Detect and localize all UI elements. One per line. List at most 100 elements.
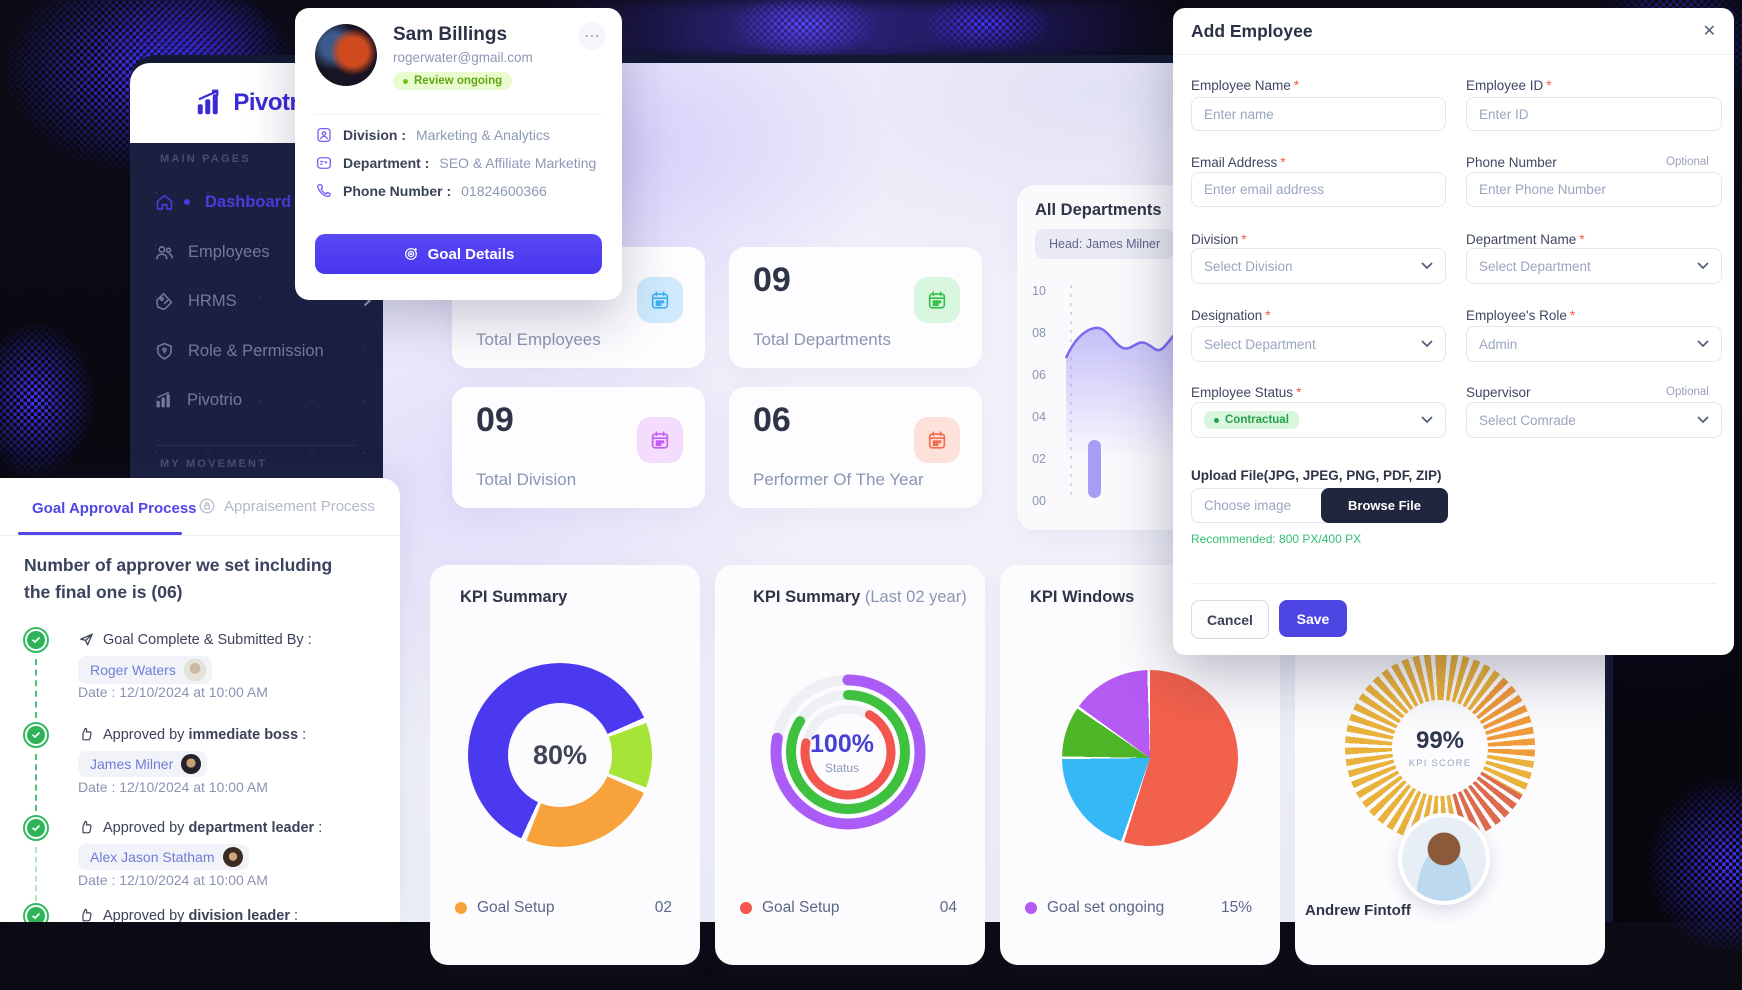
stat-card-total-division: 09 Total Division bbox=[452, 387, 705, 508]
approver-name: James Milner bbox=[90, 756, 174, 772]
close-icon[interactable]: ✕ bbox=[1702, 23, 1716, 40]
step-title: Approved by department leader : bbox=[78, 819, 322, 836]
step-title: Goal Complete & Submitted By : bbox=[78, 631, 312, 648]
save-button[interactable]: Save bbox=[1279, 600, 1347, 637]
kpi-title: KPI Summary bbox=[753, 588, 861, 606]
active-tab-underline bbox=[18, 532, 182, 535]
sidebar-item-hrms[interactable]: HRMS bbox=[154, 281, 373, 321]
sidebar-divider bbox=[156, 445, 357, 446]
tab-goal-approval[interactable]: Goal Approval Process bbox=[32, 500, 197, 517]
people-icon bbox=[156, 245, 173, 259]
step-check-icon bbox=[23, 627, 49, 653]
kpi-legend: Goal set ongoing 15% bbox=[1025, 897, 1252, 919]
sidebar-item-label: Pivotrio bbox=[187, 390, 243, 409]
performer-avatar bbox=[1398, 813, 1490, 905]
goal-approval-panel: Goal Approval Process Appraisement Proce… bbox=[0, 478, 400, 922]
stat-value: 06 bbox=[753, 401, 791, 439]
approver-avatar bbox=[222, 847, 243, 867]
legend-dot bbox=[1025, 902, 1037, 914]
stat-value: 09 bbox=[476, 401, 514, 439]
optional-tag: Optional bbox=[1666, 156, 1709, 168]
approver-name: Alex Jason Statham bbox=[90, 849, 215, 865]
approver-avatar bbox=[183, 659, 206, 681]
employee-id-input[interactable]: Enter ID bbox=[1466, 97, 1722, 131]
stat-label: Total Division bbox=[476, 470, 577, 489]
sidebar-item-dashboard[interactable]: Dashboard bbox=[154, 182, 373, 222]
approver-chip: Roger Waters bbox=[78, 656, 212, 684]
performer-name: Andrew Fintoff bbox=[1305, 902, 1411, 919]
profile-row-division: Division : Marketing & Analytics bbox=[315, 126, 550, 144]
kpi-center-value: 80% bbox=[532, 739, 588, 770]
email-input[interactable]: Enter email address bbox=[1191, 172, 1446, 207]
add-employee-modal: Add Employee ✕ Employee Name * Enter name… bbox=[1173, 8, 1734, 655]
kpi-donut-chart: 80% bbox=[468, 663, 652, 847]
sidebar-item-label: Dashboard bbox=[205, 192, 292, 211]
calendar-icon bbox=[637, 277, 683, 323]
sidebar-item-label: HRMS bbox=[188, 291, 237, 310]
field-label-supervisor: Supervisor bbox=[1466, 385, 1531, 400]
employee-name-input[interactable]: Enter name bbox=[1191, 97, 1446, 131]
sidebar-item-pivotrio[interactable]: Pivotrio bbox=[154, 380, 373, 420]
step-date: Date : 12/10/2024 at 10:00 AM bbox=[78, 872, 268, 888]
cancel-button[interactable]: Cancel bbox=[1191, 600, 1269, 639]
status-dot bbox=[1214, 417, 1219, 423]
calendar-icon bbox=[914, 277, 960, 323]
approver-name: Roger Waters bbox=[90, 662, 176, 678]
goal-details-button[interactable]: Goal Details bbox=[315, 234, 602, 274]
approver-avatar bbox=[181, 754, 202, 774]
recommended-size-note: Recommended: 800 PX/400 PX bbox=[1191, 532, 1362, 546]
field-label-designation: Designation * bbox=[1191, 308, 1271, 323]
chevron-down-icon bbox=[1697, 262, 1709, 270]
role-select[interactable]: Admin bbox=[1466, 326, 1722, 362]
field-label-email: Email Address * bbox=[1191, 155, 1286, 170]
legend-value: 04 bbox=[939, 899, 957, 916]
noise-blob bbox=[0, 290, 120, 510]
department-select[interactable]: Select Department bbox=[1466, 248, 1722, 284]
kpi-rings-chart bbox=[770, 674, 926, 830]
sidebar-section-main-pages: MAIN PAGES bbox=[160, 153, 251, 165]
profile-row-phone: Phone Number : 01824600366 bbox=[315, 182, 547, 200]
chart-scrubber[interactable] bbox=[1088, 440, 1101, 498]
y-tick: 04 bbox=[1032, 410, 1046, 424]
field-label-employee-id: Employee ID * bbox=[1466, 78, 1552, 93]
legend-value: 02 bbox=[654, 899, 672, 916]
target-icon bbox=[404, 248, 417, 260]
pivotrio-logo-icon bbox=[198, 89, 219, 115]
review-status-badge: Review ongoing bbox=[393, 72, 513, 90]
kpi-center-value: 99% bbox=[1415, 727, 1465, 754]
field-label-role: Employee's Role * bbox=[1466, 308, 1576, 323]
sidebar-item-employees[interactable]: Employees bbox=[154, 232, 373, 272]
tab-appraisement[interactable]: Appraisement Process bbox=[198, 497, 375, 515]
chevron-down-icon bbox=[1421, 416, 1433, 424]
kpi-center-sublabel: Status bbox=[824, 761, 860, 775]
phone-input[interactable]: Enter Phone Number bbox=[1466, 172, 1722, 207]
department-head-chip[interactable]: Head: James Milner bbox=[1035, 229, 1175, 259]
legend-label: Goal set ongoing bbox=[1047, 899, 1165, 916]
step-title: Approved by immediate boss : bbox=[78, 726, 306, 743]
kpi-subtitle: (Last 02 year) bbox=[864, 588, 967, 606]
stat-label: Performer Of The Year bbox=[753, 470, 924, 489]
division-select[interactable]: Select Division bbox=[1191, 248, 1446, 284]
kpi-pie-chart bbox=[1062, 670, 1238, 846]
sidebar-item-role-permission[interactable]: Role & Permission bbox=[154, 331, 373, 371]
browse-file-button[interactable]: Browse File bbox=[1321, 488, 1448, 523]
noise-blob bbox=[890, 0, 1080, 64]
step-check-icon bbox=[23, 903, 49, 922]
more-menu-button[interactable]: ⋯ bbox=[578, 22, 606, 50]
divider bbox=[315, 114, 602, 115]
y-tick: 08 bbox=[1032, 326, 1046, 340]
status-select[interactable]: Contractual bbox=[1191, 402, 1446, 438]
kpi-summary-card: KPI Summary 80% Goal Setup 02 bbox=[430, 565, 700, 965]
y-tick: 00 bbox=[1032, 494, 1046, 508]
supervisor-select[interactable]: Select Comrade bbox=[1466, 402, 1722, 438]
designation-select[interactable]: Select Department bbox=[1191, 326, 1446, 362]
tab-bar: Goal Approval Process Appraisement Proce… bbox=[0, 478, 400, 536]
field-label-phone: Phone Number bbox=[1466, 155, 1557, 170]
shield-icon bbox=[157, 342, 172, 360]
step-check-icon bbox=[23, 815, 49, 841]
field-label-employee-name: Employee Name * bbox=[1191, 78, 1300, 93]
chevron-down-icon bbox=[1421, 262, 1433, 270]
profile-name: Sam Billings bbox=[393, 24, 508, 45]
step-title: Approved by division leader : bbox=[78, 907, 298, 922]
legend-value: 15% bbox=[1220, 899, 1252, 916]
